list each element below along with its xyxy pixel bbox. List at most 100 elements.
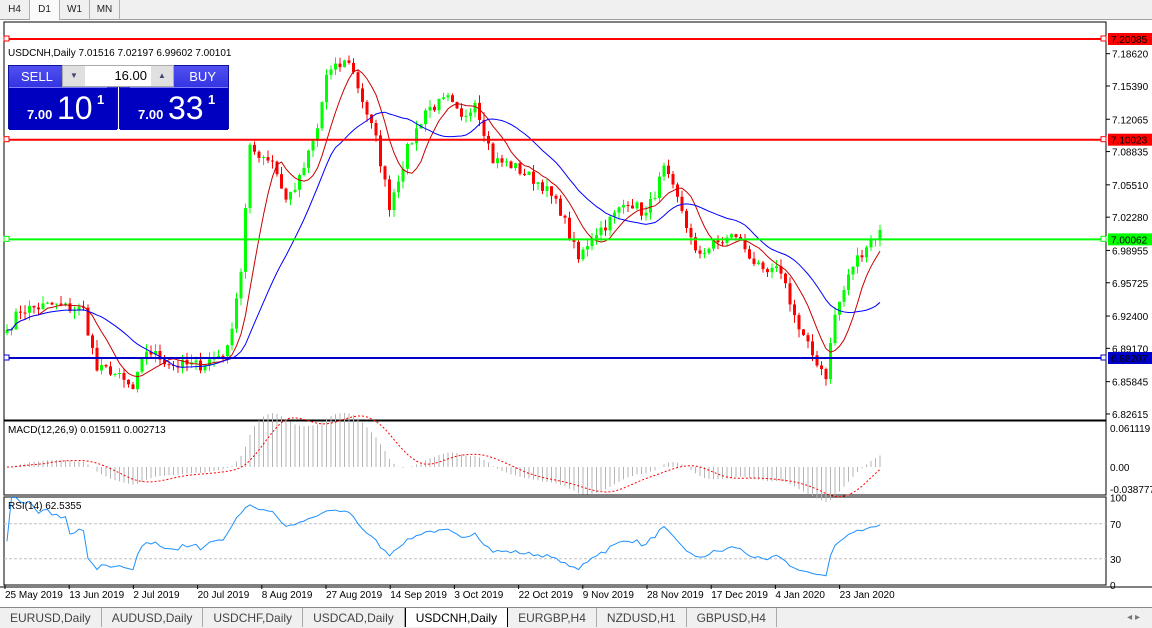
main-pane-frame (3, 21, 1107, 421)
timeframe-w1[interactable]: W1 (60, 0, 90, 20)
tab-scroll-arrows-icon[interactable]: ◂ ▸ (1127, 612, 1140, 623)
tab-nzdusd[interactable]: NZDUSD,H1 (597, 608, 687, 627)
price-axis-label: 6.89170 (1112, 344, 1149, 355)
candle-body (397, 181, 400, 193)
candle-body (266, 157, 270, 161)
candle-body (230, 328, 234, 346)
date-axis-label: 8 Aug 2019 (262, 590, 313, 601)
candle (766, 267, 769, 278)
line-handle (3, 235, 10, 242)
tab-usdchf[interactable]: USDCHF,Daily (203, 608, 304, 627)
candle (491, 142, 495, 164)
sell-price-prefix: 7.00 (27, 107, 53, 122)
timeframe-bar: H4 D1 W1 MN (0, 0, 1152, 20)
date-axis-label: 25 May 2019 (5, 590, 63, 601)
buy-button[interactable]: BUY 7.00 33 1 (119, 65, 229, 130)
candle-body (469, 112, 472, 116)
timeframe-h4[interactable]: H4 (0, 0, 30, 20)
candle-body (253, 144, 256, 152)
candle-body (806, 335, 810, 342)
candle-body (307, 150, 310, 168)
macd-pane-frame (3, 420, 1107, 496)
candle-body (617, 207, 621, 213)
date-axis-label: 13 Jun 2019 (69, 590, 124, 601)
candle-body (721, 242, 724, 244)
candle (464, 109, 468, 123)
candle-body (388, 179, 391, 211)
horizontal-line-price-label: 7.10023 (1111, 136, 1148, 147)
candle (788, 277, 792, 312)
macd-signal-line (6, 415, 881, 498)
macd-label: MACD(12,26,9) 0.015911 0.002713 (8, 425, 166, 436)
timeframe-mn[interactable]: MN (90, 0, 120, 20)
candle-body (676, 184, 679, 197)
candle-body (406, 143, 409, 169)
price-axis-label: 6.82615 (1112, 410, 1149, 421)
candle (59, 295, 63, 307)
candle (797, 312, 801, 338)
candle (446, 92, 450, 102)
candle (559, 195, 562, 216)
candle-body (433, 106, 436, 111)
price-axis-label: 7.15390 (1112, 82, 1149, 93)
candle-body (437, 98, 441, 111)
one-click-trading-panel: SELL 7.00 10 1 BUY 7.00 33 1 ▼ 16.00 ▲ (8, 65, 229, 130)
candle (811, 334, 814, 362)
candle-body (779, 266, 783, 274)
candle-body (694, 237, 697, 251)
candle-body (626, 204, 630, 206)
candle-body (77, 306, 81, 311)
candle-body (329, 69, 333, 75)
candle-body (158, 351, 162, 360)
candle-body (410, 143, 414, 145)
candle (316, 123, 319, 147)
candle-body (91, 335, 94, 348)
candle-body (154, 351, 157, 355)
candle-body (442, 97, 445, 99)
lot-size-input[interactable]: 16.00 (114, 68, 147, 83)
candle-body (595, 235, 598, 239)
candle (361, 83, 364, 109)
candle (685, 208, 688, 233)
candle (424, 108, 427, 132)
fast-moving-average-line (6, 69, 881, 378)
candle (451, 93, 454, 103)
candle (19, 305, 22, 320)
tab-audusd[interactable]: AUDUSD,Daily (102, 608, 204, 627)
candle-body (311, 140, 315, 151)
candle (239, 268, 243, 306)
candle-body (509, 161, 513, 169)
chart-canvas[interactable]: 7.18620 7.15390 7.12065 7.08835 7.05510 7.022… (0, 20, 1152, 607)
candle (298, 173, 301, 198)
candle-body (811, 341, 814, 356)
candle (397, 175, 400, 199)
price-axis-label: 7.08835 (1112, 148, 1149, 159)
candle-body (797, 315, 801, 330)
candle (662, 162, 666, 181)
chart-window[interactable]: 7.18620 7.15390 7.12065 7.08835 7.05510 7.022… (0, 20, 1152, 607)
tab-eurgbp[interactable]: EURGBP,H4 (508, 608, 597, 627)
candle (311, 140, 315, 158)
candle (136, 371, 139, 393)
candle (671, 170, 675, 189)
candle-body (140, 358, 144, 372)
candle (509, 160, 513, 169)
candle-body (563, 215, 567, 218)
candle (406, 142, 409, 175)
lot-size-stepper[interactable]: ▼ 16.00 ▲ (62, 65, 174, 87)
tab-eurusd[interactable]: EURUSD,Daily (0, 608, 102, 627)
tab-usdcad[interactable]: USDCAD,Daily (303, 608, 405, 627)
candle-body (577, 241, 580, 260)
candle-body (842, 289, 846, 302)
timeframe-d1[interactable]: D1 (30, 0, 60, 20)
increase-lot-icon[interactable]: ▲ (151, 66, 173, 86)
candle-body (428, 106, 432, 111)
candle-body (608, 216, 612, 231)
tab-usdcnh[interactable]: USDCNH,Daily (404, 608, 509, 627)
candle-body (95, 347, 99, 371)
tab-gbpusd[interactable]: GBPUSD,H4 (687, 608, 777, 627)
candle-body (262, 157, 265, 159)
decrease-lot-icon[interactable]: ▼ (63, 66, 85, 86)
candle-body (55, 303, 58, 305)
candle-body (824, 369, 828, 380)
